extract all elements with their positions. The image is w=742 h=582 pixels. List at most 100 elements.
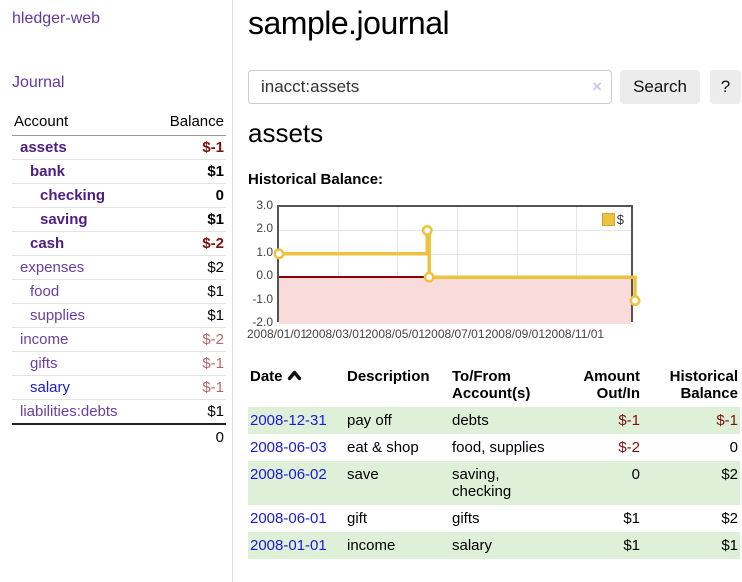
- account-row: liabilities:debts $1: [12, 400, 226, 424]
- transaction-amount: $1: [623, 537, 640, 554]
- sidebar-item-journal[interactable]: Journal: [12, 74, 65, 91]
- gridline: [456, 207, 458, 320]
- gridline: [576, 207, 578, 320]
- y-axis-tick-label: 1.0: [256, 244, 273, 259]
- transaction-date-link[interactable]: 2008-06-01: [250, 510, 327, 527]
- account-row: checking 0: [12, 184, 226, 208]
- transaction-accounts: salary: [452, 537, 493, 554]
- transaction-date-link[interactable]: 2008-12-31: [250, 412, 327, 429]
- register-row: 2008-06-01 gift gifts $1 $2: [248, 505, 740, 532]
- balance-line-series: [273, 224, 641, 307]
- register-header-row: Date Description To/From Account(s) Amou…: [248, 363, 740, 407]
- amount-column-header: Amount Out/In: [583, 368, 640, 402]
- account-row: expenses $2: [12, 256, 226, 280]
- account-link[interactable]: income: [20, 331, 69, 348]
- transaction-date-link[interactable]: 2008-01-01: [250, 537, 327, 554]
- account-link[interactable]: salary: [30, 379, 71, 396]
- register-row: 2008-06-02 save saving, checking 0 $2: [248, 461, 740, 505]
- account-row: income $-2: [12, 328, 226, 352]
- gridline: [516, 207, 518, 320]
- data-point-marker: [421, 224, 433, 236]
- search-input[interactable]: [248, 70, 612, 104]
- account-row: food $1: [12, 280, 226, 304]
- app-title-link[interactable]: hledger-web: [12, 10, 101, 27]
- account-link[interactable]: checking: [40, 187, 106, 204]
- account-link[interactable]: saving: [40, 211, 88, 228]
- account-link[interactable]: assets: [20, 139, 67, 156]
- search-form: × Search ?: [248, 70, 742, 104]
- account-balance: $-2: [202, 331, 224, 348]
- total-balance: 0: [215, 429, 224, 446]
- register-row: 2008-06-03 eat & shop food, supplies $-2 0: [248, 434, 740, 461]
- transaction-description: eat & shop: [347, 439, 419, 456]
- y-axis-tick-label: 2.0: [256, 221, 273, 236]
- transaction-amount: $-1: [618, 412, 640, 429]
- y-axis-tick-label: -2.0: [252, 315, 273, 329]
- account-balance: $-1: [202, 139, 224, 156]
- account-balance: $1: [207, 403, 224, 420]
- account-balance: $1: [207, 163, 224, 180]
- account-tree: Account Balance assets $-1 bank $1 checking 0…: [12, 110, 226, 450]
- account-link[interactable]: gifts: [30, 355, 58, 372]
- transaction-balance: $2: [721, 466, 738, 483]
- register-row: 2008-12-31 pay off debts $-1 $-1: [248, 407, 740, 434]
- register-row: 2008-01-01 income salary $1 $1: [248, 532, 740, 559]
- transaction-date-link[interactable]: 2008-06-02: [250, 466, 327, 483]
- help-button[interactable]: ?: [710, 70, 741, 104]
- legend-label: $: [616, 212, 624, 227]
- transaction-accounts: debts: [452, 412, 489, 429]
- account-heading: assets: [248, 118, 324, 148]
- gridline: [279, 230, 631, 232]
- account-link[interactable]: expenses: [20, 259, 85, 276]
- gridline: [397, 207, 399, 320]
- transaction-balance: $-1: [716, 412, 738, 429]
- account-link[interactable]: supplies: [30, 307, 86, 324]
- transaction-description: save: [347, 466, 379, 483]
- account-tree-header: Account Balance: [12, 110, 226, 136]
- gridline: [337, 207, 339, 320]
- account-link[interactable]: food: [30, 283, 60, 300]
- account-balance: $-1: [202, 379, 224, 396]
- chart-title: Historical Balance:: [248, 171, 384, 188]
- account-link[interactable]: cash: [30, 235, 65, 252]
- x-axis-tick-label: 2008/11/01: [544, 327, 605, 341]
- x-axis-tick-label: 2008/01/01: [246, 327, 308, 341]
- account-balance: $1: [207, 283, 224, 300]
- account-row: supplies $1: [12, 304, 226, 328]
- transaction-balance: $1: [721, 537, 738, 554]
- sidebar: hledger-web Journal Account Balance asse…: [0, 0, 233, 582]
- transaction-accounts: gifts: [452, 510, 480, 527]
- account-total-row: 0: [12, 423, 226, 450]
- historical-balance-chart: $ 2008/01/01 2008/03/01 2008/05/01 2008/07/…: [245, 198, 665, 345]
- transaction-balance: 0: [729, 439, 738, 456]
- search-button[interactable]: Search: [620, 70, 700, 104]
- transaction-accounts: saving, checking: [452, 466, 512, 500]
- balance-column-header: Balance: [169, 113, 224, 130]
- sort-ascending-icon: [287, 368, 302, 385]
- chart-plot-area: $: [273, 205, 641, 324]
- account-balance: $1: [207, 307, 224, 324]
- account-balance: $1: [207, 211, 224, 228]
- date-column-header[interactable]: Date: [248, 363, 345, 407]
- clear-search-icon[interactable]: ×: [592, 77, 602, 96]
- transaction-description: gift: [347, 510, 368, 527]
- account-row: assets $-1: [12, 136, 226, 160]
- y-axis-tick-label: -1.0: [252, 291, 273, 306]
- gridline: [279, 253, 631, 255]
- account-row: saving $1: [12, 208, 226, 232]
- description-column-header: Description: [347, 368, 430, 385]
- account-balance: $-2: [202, 235, 224, 252]
- x-axis-tick-label: 2008/07/01: [424, 327, 485, 341]
- legend-swatch: [601, 213, 615, 226]
- account-link[interactable]: liabilities:debts: [20, 403, 118, 420]
- data-point-marker: [273, 248, 285, 260]
- account-link[interactable]: bank: [30, 163, 66, 180]
- transaction-date-link[interactable]: 2008-06-03: [250, 439, 327, 456]
- account-row: bank $1: [12, 160, 226, 184]
- balance-column-header: Historical Balance: [669, 368, 738, 402]
- register-table: Date Description To/From Account(s) Amou…: [248, 363, 740, 559]
- account-balance: $-1: [202, 355, 224, 372]
- transaction-description: pay off: [347, 412, 392, 429]
- chart-legend: $: [599, 211, 626, 228]
- data-point-marker: [629, 295, 641, 307]
